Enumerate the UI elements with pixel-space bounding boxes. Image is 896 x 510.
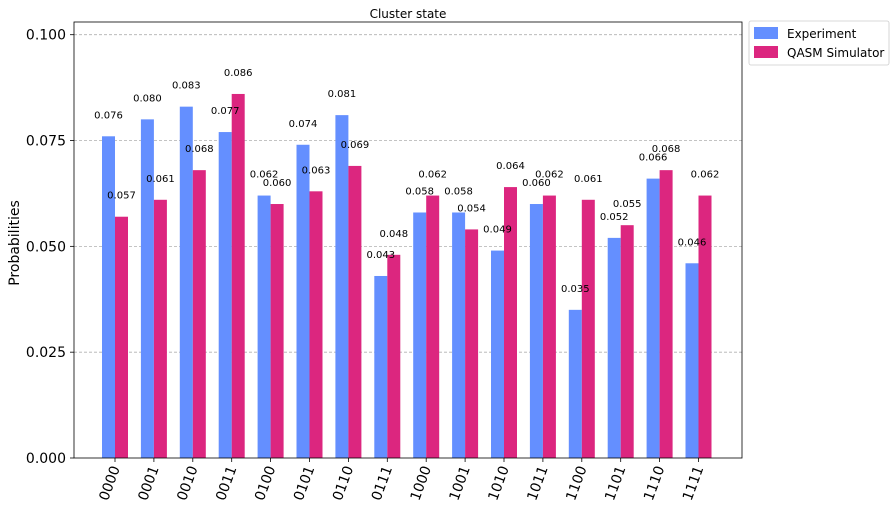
data-labels: 0.076 0.057 0.080 0.061 0.083 0.068 0.077 0.086…: [94, 68, 719, 295]
bar-qasm-simulator: [620, 225, 634, 458]
data-label: 0.061: [574, 174, 603, 185]
data-label: 0.058: [405, 186, 434, 197]
bar-experiment: [607, 237, 621, 458]
y-axis-label: Probabilities: [7, 200, 23, 286]
bar-experiment: [374, 275, 388, 458]
bar-experiment: [646, 178, 660, 459]
bar-experiment: [529, 204, 543, 458]
data-label: 0.043: [366, 250, 395, 261]
data-label: 0.068: [652, 144, 681, 155]
bar-qasm-simulator: [698, 195, 712, 458]
data-label: 0.060: [263, 178, 292, 189]
data-label: 0.046: [678, 237, 707, 248]
x-tick-label: 0110: [330, 464, 357, 503]
plot-frame: [73, 21, 743, 459]
data-label: 0.062: [250, 170, 279, 181]
x-tick-label: 0010: [174, 464, 201, 503]
x-tick-label: 1010: [486, 464, 513, 503]
x-tick-label: 0111: [369, 464, 396, 503]
x-tick-label: 1011: [524, 464, 551, 503]
y-tick-label: 0.025: [26, 345, 66, 361]
y-tick-label: 0.000: [26, 451, 66, 467]
data-label: 0.052: [600, 212, 629, 223]
legend[interactable]: Experiment QASM Simulator: [748, 20, 890, 66]
bar-qasm-simulator: [153, 199, 167, 458]
bar-experiment: [296, 144, 310, 459]
bar-experiment: [102, 136, 115, 458]
data-label: 0.060: [522, 178, 551, 189]
data-label: 0.063: [302, 165, 331, 176]
bar-qasm-simulator: [387, 254, 401, 458]
x-tick-label: 0100: [252, 464, 279, 503]
x-tick-label: 0101: [291, 464, 318, 503]
bar-experiment: [257, 195, 271, 458]
bar-qasm-simulator: [426, 195, 440, 458]
bar-experiment: [218, 132, 232, 458]
data-label: 0.057: [107, 191, 136, 202]
bars: [102, 93, 712, 459]
data-label: 0.061: [146, 174, 175, 185]
data-label: 0.083: [172, 81, 201, 92]
data-label: 0.062: [535, 170, 564, 181]
x-tick-label: 0011: [213, 464, 240, 503]
bar-experiment: [179, 106, 193, 459]
legend-label-experiment: Experiment: [787, 27, 857, 41]
bar-experiment: [335, 115, 349, 458]
data-label: 0.086: [224, 68, 253, 79]
x-tick-label: 1111: [680, 464, 707, 503]
data-label: 0.077: [211, 106, 240, 117]
bar-qasm-simulator: [542, 195, 556, 458]
bar-qasm-simulator: [348, 165, 362, 458]
x-tick-label: 0000: [97, 464, 124, 503]
bar-qasm-simulator: [504, 187, 517, 458]
y-tick-label: 0.050: [26, 239, 66, 255]
data-label: 0.069: [341, 140, 370, 151]
data-label: 0.049: [483, 225, 512, 236]
data-label: 0.074: [289, 119, 318, 130]
bar-experiment: [140, 119, 154, 458]
data-label: 0.066: [639, 153, 668, 164]
data-label: 0.076: [94, 110, 123, 121]
bar-qasm-simulator: [659, 170, 673, 458]
x-axis: 0000 0001 0010 0011 0100 0101 0110 0111 1000 1001…: [97, 458, 707, 503]
legend-swatch-qasm-simulator: [754, 46, 778, 58]
bar-qasm-simulator: [309, 191, 323, 459]
data-label: 0.058: [444, 186, 473, 197]
data-label: 0.062: [691, 170, 720, 181]
x-tick-label: 0001: [135, 464, 162, 503]
data-label: 0.048: [379, 229, 408, 240]
x-tick-label: 1101: [602, 464, 629, 503]
bar-experiment: [491, 250, 504, 458]
legend-label-qasm-simulator: QASM Simulator: [787, 46, 884, 60]
bar-qasm-simulator: [465, 229, 479, 458]
data-label: 0.080: [133, 93, 162, 104]
y-axis: 0.000 0.025 0.050 0.075 0.100: [26, 28, 74, 467]
data-label: 0.068: [185, 144, 214, 155]
bar-qasm-simulator: [270, 204, 284, 458]
legend-swatch-experiment: [754, 27, 778, 39]
x-tick-label: 1001: [447, 464, 474, 503]
bar-experiment: [452, 212, 466, 458]
data-label: 0.081: [328, 89, 357, 100]
x-tick-label: 1000: [408, 464, 435, 503]
bar-qasm-simulator: [192, 170, 206, 458]
data-label: 0.055: [613, 199, 642, 210]
x-tick-label: 1100: [563, 464, 590, 503]
data-label: 0.064: [496, 161, 525, 172]
bar-experiment: [685, 263, 699, 458]
x-tick-label: 1110: [641, 464, 668, 503]
data-label: 0.035: [561, 284, 590, 295]
data-label: 0.054: [457, 203, 486, 214]
chart-title: Cluster state: [370, 7, 447, 21]
bar-qasm-simulator: [231, 93, 245, 458]
y-tick-label: 0.100: [26, 28, 66, 44]
bar-qasm-simulator: [581, 199, 595, 458]
bar-experiment: [568, 309, 582, 458]
data-label: 0.062: [418, 170, 447, 181]
bar-experiment: [413, 212, 427, 458]
y-tick-label: 0.075: [26, 134, 66, 150]
legend-box: [748, 20, 890, 66]
bar-qasm-simulator: [115, 216, 128, 458]
